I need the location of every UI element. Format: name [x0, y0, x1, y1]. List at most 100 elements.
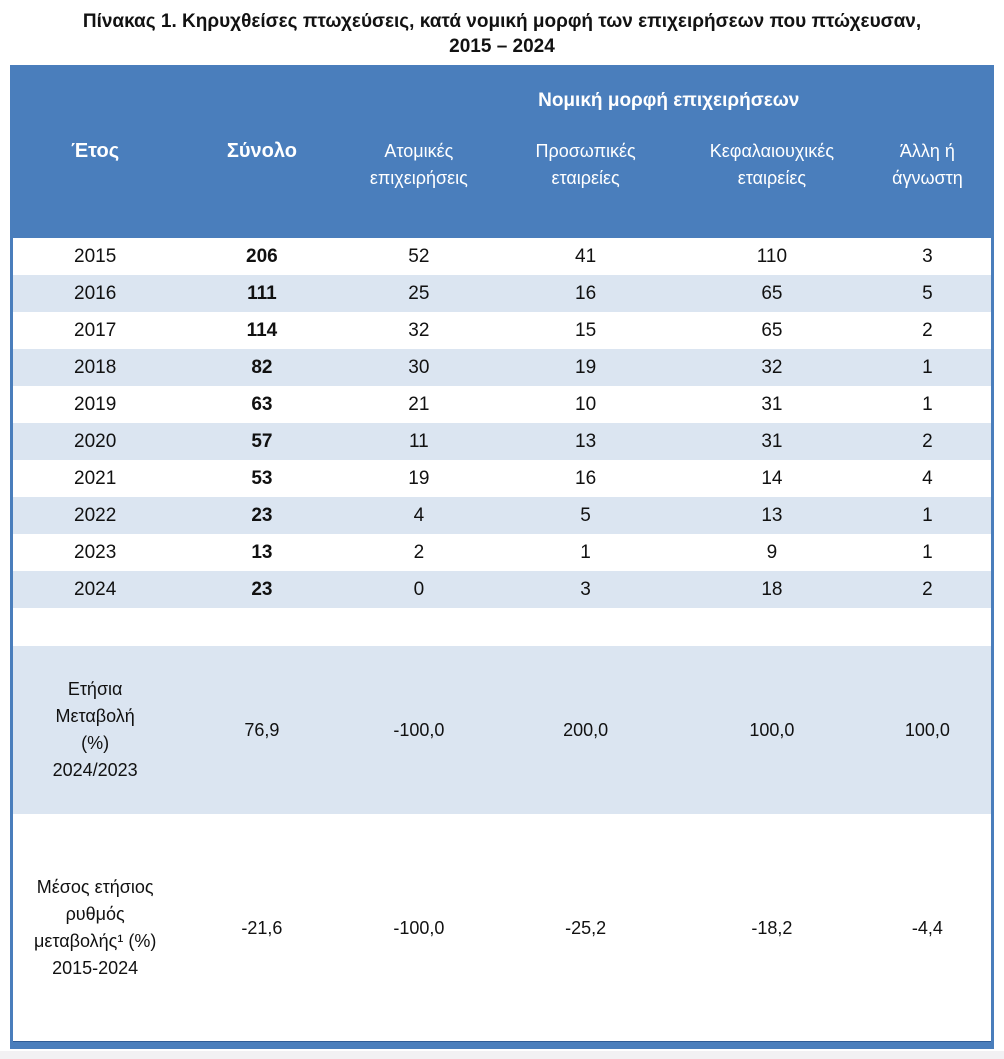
value-cell: 65 [761, 319, 783, 341]
value-cell: 4 [413, 504, 425, 526]
table-row: 2015 206 52 41 110 3 [13, 238, 991, 275]
value-cell: 3 [922, 245, 933, 267]
col-header-total: Σύνολο [177, 114, 347, 239]
bankruptcies-table: Νομική μορφή επιχειρήσεων Έτος Σύνολο Ατ… [13, 68, 991, 1042]
year-cell: 2020 [74, 430, 117, 452]
page-bottom-strip [0, 1051, 1004, 1059]
spacer-row [13, 608, 991, 647]
value-cell: 1 [922, 393, 933, 415]
value-cell: 13 [761, 504, 783, 526]
summary-value: -100,0 [393, 719, 445, 740]
value-cell: 19 [408, 467, 430, 489]
table-row: 2021 53 19 16 14 4 [13, 460, 991, 497]
table-row: 2022 23 4 5 13 1 [13, 497, 991, 535]
table-row: 2023 13 2 1 9 1 [13, 534, 991, 571]
column-header-row: Έτος Σύνολο Ατομικές επιχειρήσεις Προσωπ… [13, 114, 991, 239]
table-row: 2024 23 0 3 18 2 [13, 571, 991, 609]
summary-value: 200,0 [563, 719, 609, 740]
value-cell: 65 [761, 282, 783, 304]
value-cell: 25 [408, 282, 430, 304]
value-cell: 41 [575, 245, 597, 267]
table-row: 2016 111 25 16 65 5 [13, 275, 991, 313]
value-cell: 31 [761, 393, 783, 415]
value-cell: 1 [922, 504, 933, 526]
col-header-partnerships: Προσωπικές εταιρείες [491, 114, 680, 239]
col-header-capital-companies: Κεφαλαιουχικές εταιρείες [679, 114, 864, 239]
value-cell: 32 [408, 319, 430, 341]
value-cell: 31 [761, 430, 783, 452]
total-cell: 53 [251, 467, 273, 489]
summary-value: 100,0 [904, 719, 950, 740]
year-cell: 2017 [74, 319, 117, 341]
table-row: 2017 114 32 15 65 2 [13, 312, 991, 349]
total-cell: 23 [251, 504, 273, 526]
value-cell: 110 [756, 245, 788, 267]
value-cell: 1 [922, 356, 933, 378]
value-cell: 0 [413, 578, 425, 600]
value-cell: 19 [575, 356, 597, 378]
summary-value: -18,2 [751, 917, 793, 938]
summary-value: -25,2 [565, 917, 607, 938]
value-cell: 30 [408, 356, 430, 378]
summary-row-annual-change: Ετήσια Μεταβολή (%) 2024/2023 76,9 -100,… [13, 646, 991, 815]
spacer-cell [13, 608, 991, 647]
value-cell: 5 [580, 504, 591, 526]
group-header: Νομική μορφή επιχειρήσεων [346, 68, 991, 115]
summary-value: 100,0 [749, 719, 795, 740]
group-header-label: Νομική μορφή επιχειρήσεων [538, 90, 800, 112]
value-cell: 1 [922, 541, 933, 563]
col-header-sole-proprietorships: Ατομικές επιχειρήσεις [346, 114, 492, 239]
col-header-year: Έτος [13, 114, 178, 239]
summary-section: Ετήσια Μεταβολή (%) 2024/2023 76,9 -100,… [13, 608, 991, 1042]
total-cell: 111 [247, 282, 277, 304]
table-row: 2020 57 11 13 31 2 [13, 423, 991, 461]
total-cell: 82 [251, 356, 273, 378]
group-header-spacer [13, 68, 347, 115]
summary-label-text: Ετήσια Μεταβολή (%) 2024/2023 [52, 679, 138, 781]
total-cell: 63 [251, 393, 273, 415]
summary-value: -4,4 [911, 917, 943, 938]
total-cell: 114 [246, 319, 278, 341]
value-cell: 4 [922, 467, 933, 489]
value-cell: 16 [575, 282, 597, 304]
value-cell: 1 [580, 541, 591, 563]
value-cell: 21 [408, 393, 430, 415]
value-cell: 32 [761, 356, 783, 378]
table-row: 2019 63 21 10 31 1 [13, 386, 991, 423]
data-rows: 2015 206 52 41 110 3 2016 111 25 16 65 5 2017 114 32 15… [13, 238, 991, 609]
value-cell: 16 [575, 467, 597, 489]
bankruptcies-table-frame: Νομική μορφή επιχειρήσεων Έτος Σύνολο Ατ… [10, 65, 994, 1050]
value-cell: 15 [575, 319, 597, 341]
value-cell: 52 [408, 245, 430, 267]
value-cell: 2 [413, 541, 425, 563]
group-header-row: Νομική μορφή επιχειρήσεων [13, 68, 991, 115]
value-cell: 10 [575, 393, 597, 415]
col-header-other-unknown: Άλλη ή άγνωστη [863, 114, 991, 239]
value-cell: 2 [922, 578, 933, 600]
value-cell: 11 [408, 430, 429, 452]
summary-label-annual-change: Ετήσια Μεταβολή (%) 2024/2023 [13, 646, 177, 814]
page: Πίνακας 1. Κηρυχθείσες πτωχεύσεις, κατά … [0, 10, 1004, 1059]
value-cell: 14 [761, 467, 783, 489]
value-cell: 3 [580, 578, 591, 600]
year-cell: 2023 [74, 541, 117, 563]
year-cell: 2024 [74, 578, 117, 600]
value-cell: 13 [575, 430, 597, 452]
table-title: Πίνακας 1. Κηρυχθείσες πτωχεύσεις, κατά … [82, 11, 922, 57]
summary-label-average-rate: Μέσος ετήσιος ρυθμός μεταβολής¹ (%) 2015… [13, 814, 177, 1042]
year-cell: 2019 [74, 393, 117, 415]
total-cell: 13 [251, 541, 273, 563]
total-cell: 206 [246, 245, 278, 267]
total-cell: 23 [251, 578, 273, 600]
summary-value: -21,6 [241, 917, 283, 938]
year-cell: 2021 [74, 467, 117, 489]
summary-value: -100,0 [393, 917, 445, 938]
summary-label-text: Μέσος ετήσιος ρυθμός μεταβολής¹ (%) 2015… [33, 877, 157, 979]
value-cell: 2 [922, 319, 933, 341]
value-cell: 18 [761, 578, 783, 600]
year-cell: 2018 [74, 356, 117, 378]
year-cell: 2022 [74, 504, 117, 526]
value-cell: 2 [922, 430, 933, 452]
value-cell: 5 [922, 282, 933, 304]
summary-value: 76,9 [244, 719, 280, 740]
